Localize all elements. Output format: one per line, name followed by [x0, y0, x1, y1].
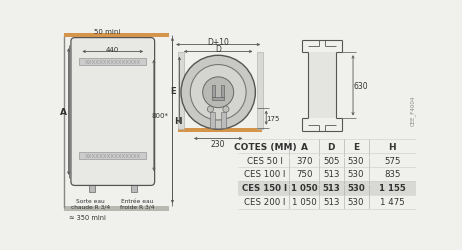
Text: 513: 513	[322, 184, 340, 192]
Circle shape	[223, 107, 229, 113]
Text: COTES (MM): COTES (MM)	[234, 142, 297, 151]
Text: Entrée eau
froide R 3/4: Entrée eau froide R 3/4	[120, 198, 154, 209]
Bar	[212, 98, 225, 100]
Bar	[257, 53, 263, 130]
Text: 530: 530	[348, 156, 365, 165]
Text: E: E	[170, 87, 176, 96]
Circle shape	[207, 107, 213, 113]
Circle shape	[181, 56, 255, 130]
Text: 575: 575	[384, 156, 401, 165]
Text: 1 050: 1 050	[291, 184, 317, 192]
Text: 530: 530	[348, 197, 365, 206]
Text: ≈ 350 mini: ≈ 350 mini	[68, 214, 105, 220]
Bar	[89, 182, 95, 192]
Text: A: A	[61, 108, 67, 116]
Bar	[131, 182, 137, 192]
Bar	[238, 140, 416, 153]
Text: H: H	[174, 116, 182, 125]
Text: 50 mini: 50 mini	[94, 29, 121, 35]
Bar	[238, 195, 416, 209]
Bar	[238, 154, 416, 167]
Text: 630: 630	[353, 82, 368, 90]
Bar	[178, 128, 261, 132]
Text: 1 050: 1 050	[292, 197, 316, 206]
Text: 175: 175	[266, 115, 279, 121]
Bar	[210, 113, 215, 128]
Text: 370: 370	[296, 156, 312, 165]
Bar	[79, 153, 146, 160]
Text: A: A	[301, 142, 308, 151]
Text: D: D	[328, 142, 335, 151]
Circle shape	[203, 78, 234, 108]
Bar	[178, 53, 184, 130]
Text: 505: 505	[323, 156, 340, 165]
Text: 800*: 800*	[152, 113, 169, 119]
Text: Sorte eau
chaude R 3/4: Sorte eau chaude R 3/4	[71, 198, 110, 209]
Bar	[221, 85, 225, 98]
Text: E: E	[353, 142, 359, 151]
Bar	[64, 34, 169, 38]
Text: 750: 750	[296, 170, 312, 179]
FancyBboxPatch shape	[71, 38, 155, 186]
Text: CES 200 l: CES 200 l	[244, 197, 286, 206]
Bar	[212, 85, 215, 98]
Bar	[64, 206, 169, 211]
Text: 513: 513	[323, 170, 340, 179]
Text: 230: 230	[211, 139, 225, 148]
Text: CES 150 l: CES 150 l	[242, 184, 287, 192]
Bar	[308, 53, 336, 119]
Circle shape	[190, 65, 246, 120]
Text: D+10: D+10	[207, 38, 229, 47]
Text: CES 50 l: CES 50 l	[247, 156, 283, 165]
Text: 513: 513	[323, 197, 340, 206]
Text: 530: 530	[348, 170, 365, 179]
Text: 530: 530	[347, 184, 365, 192]
Bar	[221, 113, 226, 128]
Text: CES 100 l: CES 100 l	[244, 170, 286, 179]
Bar	[238, 167, 416, 181]
Text: H: H	[389, 142, 396, 151]
Text: XXXXXXXXXXXXXXX: XXXXXXXXXXXXXXX	[85, 154, 141, 159]
Text: 440: 440	[106, 47, 119, 53]
Text: 835: 835	[384, 170, 401, 179]
Bar	[238, 181, 416, 195]
Text: 1 475: 1 475	[380, 197, 405, 206]
Text: 1 155: 1 155	[379, 184, 406, 192]
Text: CEE_F4004: CEE_F4004	[410, 96, 415, 126]
Bar	[79, 59, 146, 66]
Text: D: D	[215, 45, 221, 54]
Text: XXXXXXXXXXXXXXX: XXXXXXXXXXXXXXX	[85, 60, 141, 65]
